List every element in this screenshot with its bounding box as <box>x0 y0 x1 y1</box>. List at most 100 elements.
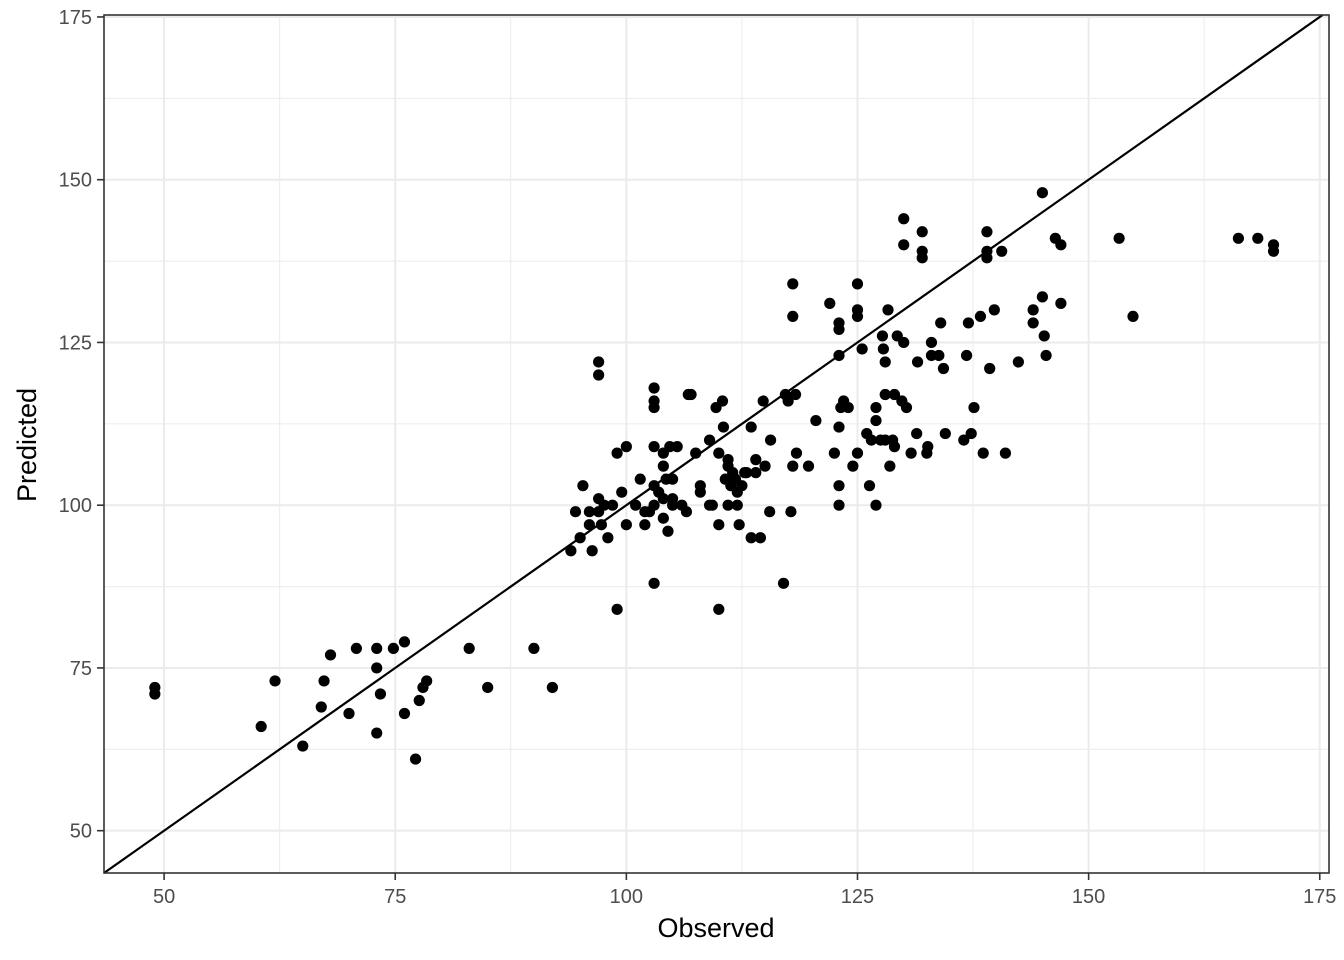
y-tick-label: 175 <box>59 7 92 29</box>
x-tick-label: 175 <box>1303 886 1336 908</box>
data-point <box>916 226 928 238</box>
data-point <box>1012 356 1024 368</box>
data-point <box>833 349 845 362</box>
data-point <box>911 356 924 368</box>
data-point <box>937 362 950 375</box>
data-point <box>639 519 651 531</box>
data-point <box>787 310 799 323</box>
data-point <box>648 499 660 511</box>
x-axis-ticks: 50 75 100 125 150 175 <box>153 873 1336 908</box>
data-point <box>764 506 776 518</box>
data-point <box>898 336 910 349</box>
data-point <box>606 499 619 511</box>
data-point <box>785 506 797 518</box>
data-point <box>583 506 595 518</box>
y-tick-label: 150 <box>59 170 92 192</box>
data-point <box>1040 349 1052 362</box>
data-point <box>833 499 845 511</box>
x-tick-label: 150 <box>1072 886 1105 908</box>
data-points <box>149 187 1280 765</box>
data-point <box>413 694 425 707</box>
data-point <box>602 532 614 544</box>
data-point <box>960 349 973 362</box>
data-point <box>828 447 840 459</box>
panel-border <box>103 14 1330 874</box>
data-point <box>343 707 355 720</box>
data-point <box>911 427 923 440</box>
data-point <box>671 441 683 453</box>
data-point <box>736 480 748 492</box>
data-point <box>685 388 697 401</box>
data-point <box>371 727 383 739</box>
data-point <box>398 636 411 648</box>
data-point <box>782 395 794 407</box>
data-point <box>833 421 845 433</box>
data-point <box>962 317 975 329</box>
data-point <box>851 278 864 290</box>
data-point <box>1027 317 1039 329</box>
data-point <box>387 642 399 655</box>
data-point <box>882 304 894 316</box>
data-point <box>586 545 598 557</box>
data-point <box>713 447 725 459</box>
data-point <box>713 603 725 615</box>
data-point <box>463 642 475 655</box>
x-axis-title: Observed <box>657 913 774 943</box>
data-point <box>315 701 327 713</box>
data-point <box>421 675 433 687</box>
data-point <box>149 688 161 700</box>
data-point <box>1113 232 1125 244</box>
data-point <box>790 447 803 459</box>
data-point <box>745 532 757 544</box>
data-point <box>680 506 693 518</box>
y-tick-label: 125 <box>59 332 92 354</box>
data-point <box>851 447 864 459</box>
data-point <box>255 720 267 733</box>
data-point <box>888 388 901 401</box>
y-axis-ticks: 50 75 100 125 150 175 <box>59 7 104 843</box>
data-point <box>922 441 934 453</box>
data-point <box>750 454 762 466</box>
data-point <box>900 401 913 414</box>
data-point <box>879 356 891 368</box>
data-point <box>856 343 868 355</box>
data-point <box>958 434 970 446</box>
data-point <box>616 486 628 498</box>
data-point <box>565 545 577 557</box>
data-point <box>1232 232 1244 244</box>
data-point <box>577 480 589 492</box>
data-point <box>787 278 799 290</box>
data-point <box>898 239 910 251</box>
data-point <box>996 245 1008 257</box>
data-point <box>620 441 632 453</box>
data-point <box>842 401 854 414</box>
data-point <box>324 649 337 661</box>
data-point <box>905 447 917 459</box>
x-tick-label: 50 <box>153 886 175 908</box>
data-point <box>870 414 882 427</box>
data-point <box>657 460 669 472</box>
data-point <box>876 330 889 342</box>
data-point <box>716 395 729 407</box>
data-point <box>595 519 607 531</box>
data-point <box>583 519 595 531</box>
data-point <box>1055 239 1067 251</box>
data-point <box>528 642 540 655</box>
data-point <box>802 460 815 472</box>
data-point <box>984 362 996 375</box>
data-point <box>666 493 679 505</box>
y-axis-title: Predicted <box>12 388 42 502</box>
data-point <box>569 506 582 518</box>
data-point <box>371 642 383 655</box>
data-point <box>546 681 558 694</box>
data-point <box>847 460 859 472</box>
data-point <box>398 707 411 720</box>
data-point <box>593 356 605 368</box>
data-point <box>759 460 771 472</box>
data-point <box>833 323 845 336</box>
data-point <box>690 447 702 459</box>
data-point <box>620 519 632 531</box>
data-point <box>925 336 938 349</box>
data-point <box>648 441 660 453</box>
